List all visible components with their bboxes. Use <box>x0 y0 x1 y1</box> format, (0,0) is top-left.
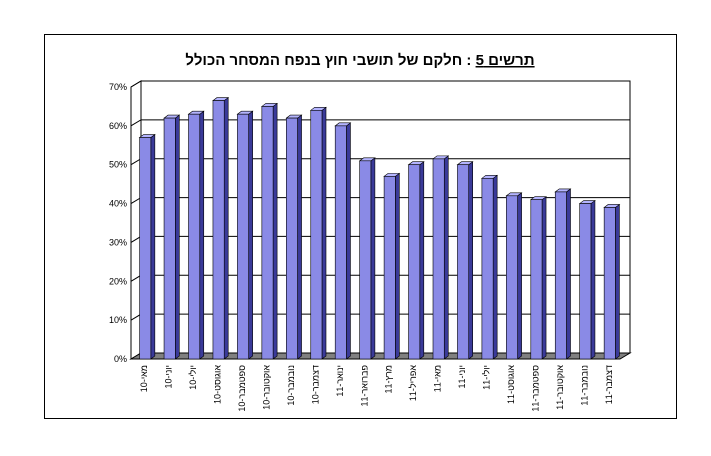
bar <box>603 207 616 360</box>
chart-title-label: תרשים 5 <box>476 52 535 69</box>
y-tick-label: 70% <box>109 82 127 92</box>
x-tick-label: ספטמבר-10 <box>237 365 247 412</box>
chart-title: תרשים 5 : חלקם של תושבי חוץ בנפח המסחר ה… <box>185 52 534 69</box>
y-tick-label: 20% <box>109 276 127 286</box>
y-tick-label: 60% <box>109 121 127 131</box>
x-tick-label: ספטמבר-11 <box>530 365 540 412</box>
plot-background <box>131 81 630 359</box>
x-tick-label: דצמבר-11 <box>604 365 614 404</box>
bar <box>310 110 323 360</box>
bar-side <box>199 110 205 360</box>
x-tick-label: נובמבר-11 <box>579 365 589 406</box>
x-tick-label: אפריל-11 <box>408 365 418 401</box>
bar <box>237 113 249 360</box>
x-tick-label: אוגוסט-10 <box>213 365 223 404</box>
bar-side <box>321 106 327 360</box>
y-tick-label: 30% <box>109 237 127 247</box>
bar <box>212 100 225 360</box>
bar <box>188 113 201 360</box>
y-tick-label: 10% <box>109 315 127 325</box>
plot-area: 0% 10% 20% 30% 40% 50% 60% 70% מאי-10 יוני-10 יולי… <box>109 80 632 412</box>
bar-side <box>590 199 596 360</box>
y-tick-label: 50% <box>109 160 127 170</box>
x-tick-label: פברואר-11 <box>359 365 369 407</box>
bar-side <box>517 192 522 360</box>
bar <box>261 106 274 360</box>
x-tick-label: יולי-10 <box>188 365 198 390</box>
x-tick-label: דצמבר-10 <box>310 365 320 404</box>
bar-side <box>272 102 278 360</box>
x-tick-label: נובמבר-10 <box>286 365 296 406</box>
bar-side <box>443 155 449 360</box>
x-tick-label: יולי-11 <box>482 365 492 390</box>
x-tick-label: מאי-11 <box>433 365 443 392</box>
bar-side <box>150 133 156 360</box>
x-tick-label: יוני-11 <box>457 365 467 389</box>
bar <box>506 195 518 360</box>
chart-title-text: חלקם של תושבי חוץ בנפח המסחר הכולל <box>185 52 462 69</box>
bar <box>432 158 445 360</box>
x-tick-label: יוני-10 <box>164 365 174 389</box>
bar-side <box>468 161 473 360</box>
bar <box>530 199 543 360</box>
bar-side <box>615 203 620 360</box>
bar-side <box>174 114 180 360</box>
chart-svg: תרשים 5 : חלקם של תושבי חוץ בנפח המסחר ה… <box>109 52 632 412</box>
bar-side <box>370 157 376 360</box>
bar-side <box>492 174 498 360</box>
chart-frame: תרשים 5 : חלקם של תושבי חוץ בנפח המסחר ה… <box>44 34 677 419</box>
bar-side <box>541 196 547 360</box>
x-tick-label: אוגוסט-11 <box>506 365 516 404</box>
x-tick-label: ינואר-11 <box>335 365 345 397</box>
bar <box>286 117 298 360</box>
bar <box>554 191 567 360</box>
y-tick-label: 40% <box>109 199 127 209</box>
x-tick-label: אוקטובר-11 <box>555 365 565 410</box>
bar <box>579 203 592 360</box>
x-tick-label: מאי-10 <box>139 365 149 392</box>
bar <box>139 137 152 360</box>
bar-side <box>346 122 351 360</box>
bar <box>163 117 176 360</box>
bar-side <box>297 114 302 360</box>
bar-side <box>395 172 400 360</box>
bar <box>481 178 494 360</box>
bar-side <box>566 188 571 360</box>
bar <box>334 125 347 360</box>
bar-side <box>223 96 229 360</box>
bar-side <box>248 110 253 360</box>
bar <box>457 164 469 360</box>
bar <box>383 176 396 360</box>
bar <box>408 164 421 360</box>
x-tick-label: מרץ-11 <box>384 365 394 394</box>
y-tick-label: 0% <box>114 354 127 364</box>
chart-title-separator: : <box>462 52 475 69</box>
x-tick-label: אוקטובר-10 <box>261 365 271 410</box>
bar-side <box>419 161 425 360</box>
bar <box>359 160 372 360</box>
